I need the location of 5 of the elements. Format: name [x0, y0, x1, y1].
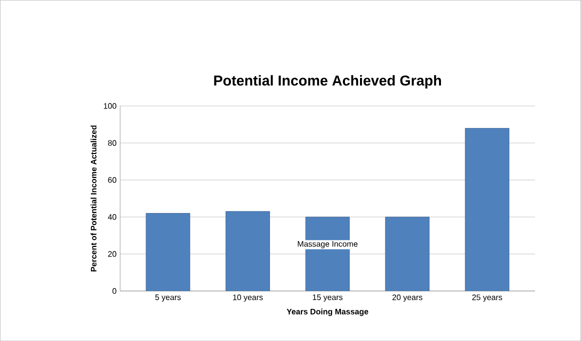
bar	[385, 216, 430, 291]
bar	[226, 211, 270, 291]
bar	[464, 128, 510, 291]
bar	[146, 213, 190, 291]
chart-title: Potential Income Achieved Graph	[214, 75, 441, 88]
